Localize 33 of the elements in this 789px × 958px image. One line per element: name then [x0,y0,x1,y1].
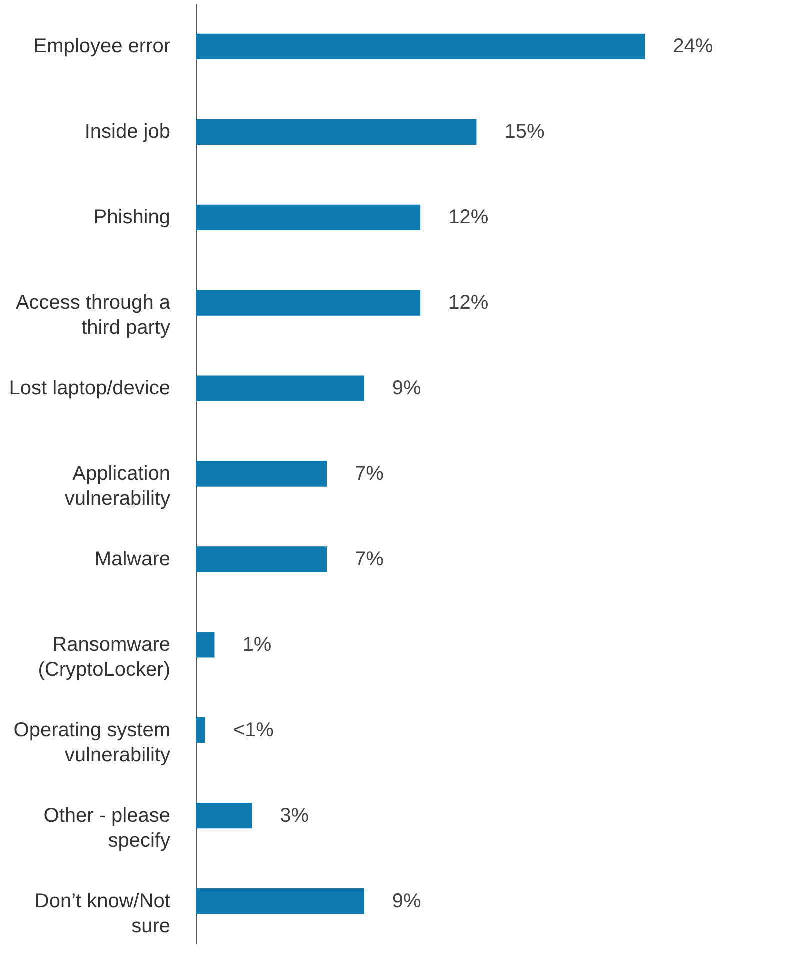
data-label: 12% [448,292,489,314]
y-tick-label: Phishing [94,206,170,229]
y-tick-label: Access through a third party [16,292,172,340]
bar [196,376,364,402]
bar [196,888,364,914]
y-tick-label: Malware [94,548,170,570]
y-tick-label: Don’t know/Not sure [34,890,171,938]
data-label: 15% [504,121,545,144]
bar [196,204,421,230]
y-tick-label: Other - please specify [44,804,170,852]
y-tick-label: Application vulnerability [64,463,170,510]
data-label: 9% [392,890,422,912]
bar [196,34,646,60]
data-label: 3% [280,804,310,827]
bar [196,119,477,145]
y-tick-label: Inside job [84,121,170,144]
data-label: 12% [448,206,489,229]
data-label: 1% [242,634,272,656]
y-tick-label: Employee error [34,36,171,58]
bar [196,546,328,572]
bar [196,803,252,829]
y-tick-label: Lost laptop/device [9,378,170,400]
bar [196,718,206,744]
data-label: 7% [355,463,384,485]
y-tick-label: Operating system vulnerability [14,719,170,766]
bar [196,461,328,487]
data-label: 7% [355,548,384,570]
data-label: 9% [392,378,422,400]
data-label: 24% [673,36,714,58]
data-label: <1% [233,719,274,742]
y-tick-label: Ransomware (CryptoLocker) [38,634,170,681]
bar [196,290,421,316]
bar [196,632,215,658]
